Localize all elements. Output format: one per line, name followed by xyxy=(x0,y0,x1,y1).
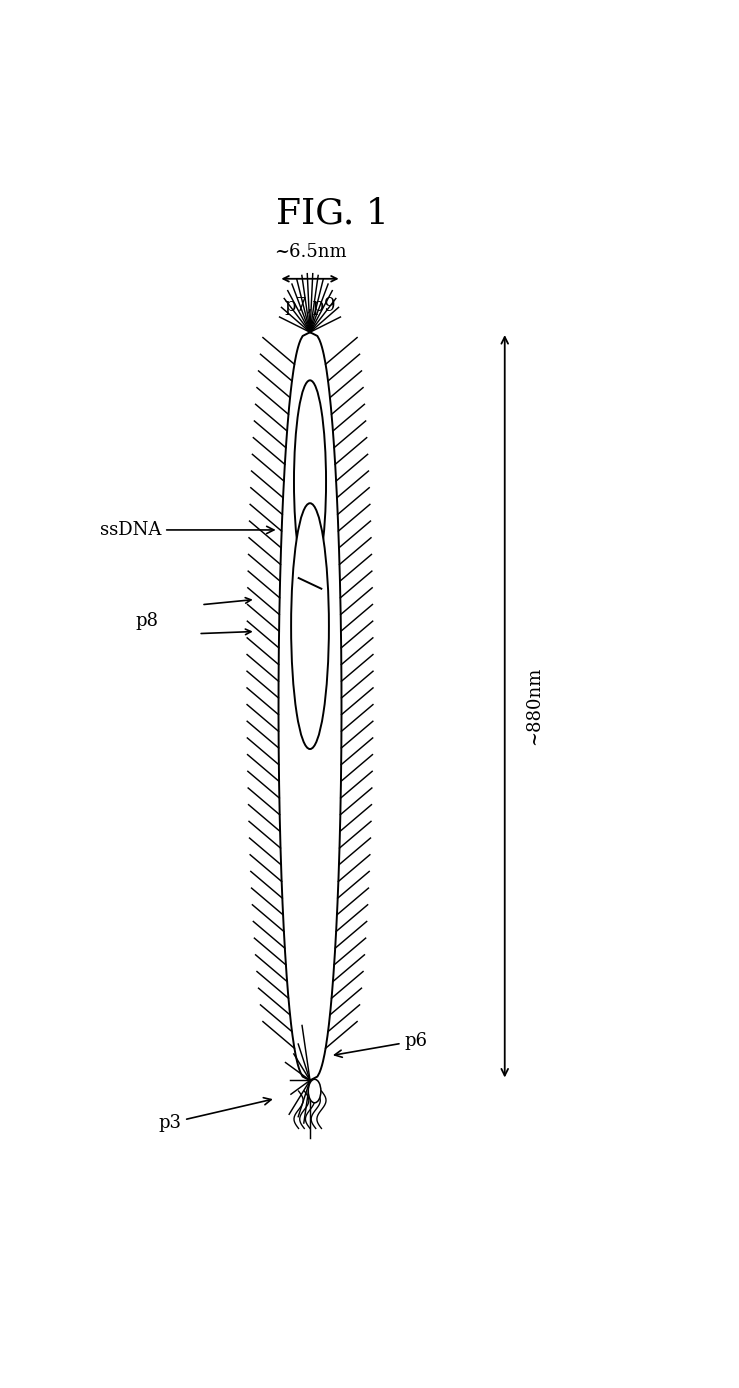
Ellipse shape xyxy=(308,1080,321,1103)
Text: p3: p3 xyxy=(158,1098,271,1133)
Text: p6: p6 xyxy=(335,1031,427,1058)
Text: ~880nm: ~880nm xyxy=(525,668,542,745)
Text: ssDNA: ssDNA xyxy=(100,520,274,539)
Ellipse shape xyxy=(294,380,326,583)
Text: FIG. 1: FIG. 1 xyxy=(276,197,389,230)
Ellipse shape xyxy=(291,504,329,750)
Text: p8: p8 xyxy=(135,612,158,630)
Text: ~6.5nm: ~6.5nm xyxy=(273,243,347,261)
Text: p7,p9: p7,p9 xyxy=(285,297,336,315)
